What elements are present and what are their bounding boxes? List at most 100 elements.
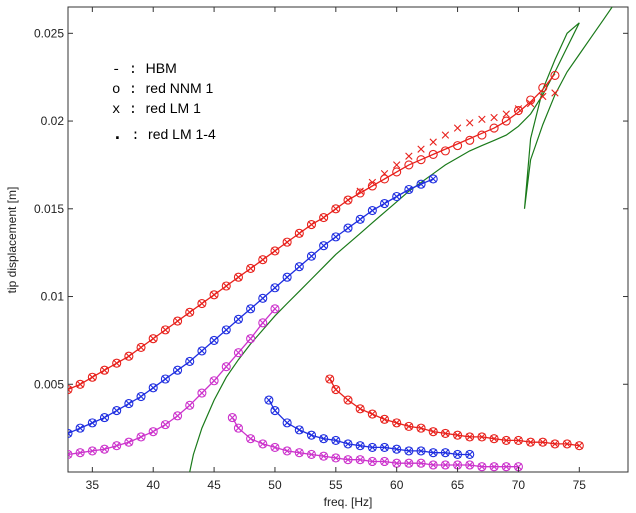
marker-x-red (539, 92, 547, 101)
marker-o-red (355, 404, 365, 414)
y-tick-label: 0.005 (34, 377, 64, 391)
marker-x-blue (417, 180, 425, 188)
marker-o-blue (319, 241, 329, 251)
x-tick-label: 35 (86, 478, 100, 492)
marker-o-blue (343, 439, 353, 449)
marker-o-red (112, 358, 122, 368)
marker-o-blue (270, 283, 280, 293)
marker-x-blue (393, 445, 401, 453)
marker-x-magenta (259, 319, 267, 327)
marker-o-magenta (270, 442, 280, 452)
marker-o-red (538, 437, 548, 447)
marker-o-blue (270, 406, 280, 416)
marker-o-magenta (379, 456, 390, 467)
marker-o-red (538, 83, 548, 93)
marker-x-magenta (307, 450, 316, 459)
marker-o-red (404, 421, 414, 431)
marker-x-magenta (478, 463, 486, 471)
marker-o-magenta (501, 462, 511, 472)
marker-x-magenta (246, 434, 255, 443)
marker-x-blue (161, 375, 170, 383)
marker-o-red (185, 307, 195, 317)
marker-x-red (575, 441, 583, 450)
marker-x-magenta (405, 459, 413, 467)
marker-x-red (234, 273, 243, 281)
marker-o-blue (209, 335, 219, 345)
marker-x-red (149, 334, 157, 343)
legend-marker: - (112, 62, 120, 78)
marker-x-magenta (356, 456, 364, 464)
marker-x-red (551, 89, 559, 97)
marker-x-blue (380, 199, 389, 208)
legend-label: red LM 1-4 (148, 126, 216, 142)
marker-o-red (209, 290, 219, 300)
marker-o-magenta (246, 434, 256, 444)
legend-separator: : (123, 128, 148, 144)
marker-x-red (380, 170, 389, 178)
marker-o-blue (392, 191, 402, 202)
marker-x-red (429, 138, 437, 146)
legend-separator: : (120, 82, 145, 98)
marker-x-red (76, 380, 84, 388)
marker-o-red (501, 435, 511, 445)
marker-o-red (282, 237, 292, 247)
marker-x-magenta (186, 401, 194, 410)
marker-o-magenta (246, 334, 256, 344)
marker-o-blue (294, 262, 304, 272)
marker-x-red (466, 433, 474, 441)
marker-o-magenta (258, 318, 268, 328)
marker-x-blue (405, 447, 413, 455)
x-tick-label: 75 (573, 478, 587, 492)
x-tick-label: 40 (147, 478, 161, 492)
marker-x-blue (295, 426, 303, 434)
marker-x-magenta (344, 456, 352, 464)
marker-o-magenta (404, 458, 414, 468)
marker-x-red (186, 308, 194, 317)
marker-x-red (271, 247, 279, 255)
marker-x-blue (466, 450, 474, 459)
marker-o-magenta (440, 460, 450, 470)
marker-x-blue (344, 440, 352, 448)
marker-x-blue (137, 392, 145, 401)
marker-x-magenta (319, 452, 328, 460)
marker-x-red (356, 405, 364, 413)
marker-o-blue (416, 446, 426, 456)
marker-o-blue (416, 179, 426, 189)
legend-separator: : (120, 102, 145, 118)
marker-o-blue (367, 205, 377, 216)
marker-x-magenta (466, 461, 474, 469)
legend-marker: o (112, 82, 120, 98)
marker-x-magenta (228, 413, 237, 422)
x-tick-label: 70 (512, 478, 526, 492)
marker-x-red (393, 161, 401, 169)
marker-o-red (465, 135, 475, 145)
marker-x-magenta (271, 443, 279, 452)
marker-o-red (440, 146, 450, 156)
marker-o-red (343, 395, 353, 405)
marker-o-magenta (68, 449, 73, 460)
y-tick-label: 0.015 (34, 202, 64, 216)
marker-x-magenta (441, 461, 450, 469)
marker-o-magenta (282, 446, 292, 456)
marker-o-magenta (136, 432, 146, 442)
marker-o-magenta (227, 413, 237, 423)
y-tick-label: 0.02 (41, 114, 65, 128)
x-tick-label: 50 (268, 478, 282, 492)
marker-x-red (429, 427, 437, 436)
marker-x-red (332, 385, 340, 394)
marker-o-red (562, 439, 572, 449)
marker-x-blue (173, 366, 182, 374)
marker-x-magenta (453, 461, 462, 469)
marker-x-red (478, 115, 486, 123)
marker-o-blue (392, 444, 402, 454)
marker-x-red (332, 205, 340, 213)
marker-o-red (477, 130, 487, 140)
marker-x-blue (380, 443, 389, 452)
marker-x-magenta (173, 412, 182, 420)
marker-o-blue (428, 448, 438, 458)
marker-x-magenta (149, 427, 157, 436)
marker-o-blue (331, 435, 341, 445)
marker-x-red (137, 343, 145, 352)
